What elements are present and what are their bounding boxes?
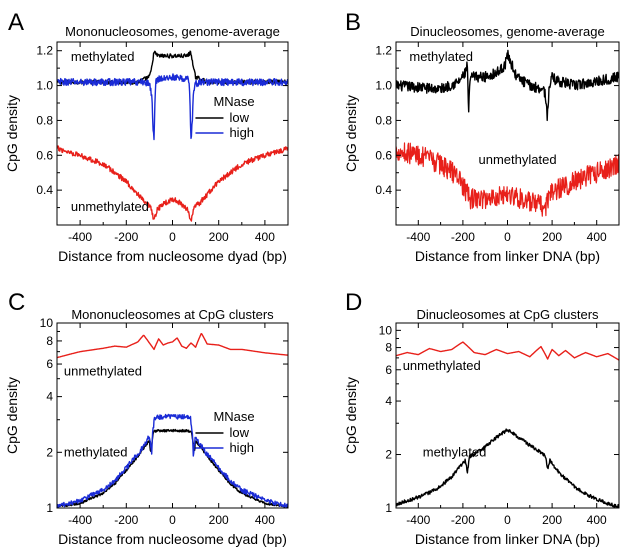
y-tick-label: 1.2 xyxy=(375,44,392,58)
y-tick-label: 6 xyxy=(46,357,53,371)
x-axis-label: Distance from nucleosome dyad (bp) xyxy=(58,248,287,264)
x-tick-label: -200 xyxy=(451,513,475,527)
y-tick-label: 4 xyxy=(46,390,53,404)
panel-c: C Mononucleosomes at CpG clusters -400 -200… xyxy=(4,289,289,547)
x-tick-label: 0 xyxy=(504,230,511,244)
series-line-1 xyxy=(57,333,288,359)
panel-letter: C xyxy=(8,289,25,316)
series-line-2 xyxy=(396,142,619,217)
y-tick-label: 0.8 xyxy=(36,113,53,127)
y-tick-label: 1.0 xyxy=(36,79,53,93)
x-tick-label: -200 xyxy=(114,513,138,527)
series-line-3 xyxy=(57,145,288,222)
y-tick-label: 0.6 xyxy=(375,148,392,162)
y-tick-label: 8 xyxy=(46,334,53,348)
series-line-1 xyxy=(396,49,619,122)
plot-frame xyxy=(395,322,620,509)
x-tick-label: 200 xyxy=(209,230,229,244)
x-tick-label: -200 xyxy=(451,230,475,244)
series-line-2 xyxy=(396,428,619,508)
panel-letter: B xyxy=(345,9,361,36)
legend-entry: high xyxy=(229,440,254,455)
panel-a: A Mononucleosomes, genome-average -400 -200… xyxy=(4,9,289,264)
series-line-2 xyxy=(57,73,288,141)
series-annotation: unmethylated xyxy=(71,199,149,214)
y-tick-label: 10 xyxy=(379,323,393,337)
series-annotation: unmethylated xyxy=(479,152,557,167)
panel-letter: D xyxy=(345,289,362,316)
panel-title: Dinucleosomes at CpG clusters xyxy=(416,307,599,322)
x-tick-label: 400 xyxy=(587,230,607,244)
x-tick-label: 400 xyxy=(587,513,607,527)
y-tick-label: 0.4 xyxy=(375,183,392,197)
series-annotation: unmethylated xyxy=(64,364,142,379)
legend-title: MNase xyxy=(213,409,254,424)
y-tick-label: 8 xyxy=(385,341,392,355)
x-tick-label: 0 xyxy=(169,513,176,527)
x-tick-label: -200 xyxy=(114,230,138,244)
x-tick-label: 200 xyxy=(542,513,562,527)
panel-d: D Dinucleosomes at CpG clusters -400 -200 0 2… xyxy=(343,289,620,547)
legend-title: MNase xyxy=(213,94,254,109)
x-axis-label: Distance from nucleosome dyad (bp) xyxy=(58,531,287,547)
panel-b: B Dinucleosomes, genome-average -400 -200 0 2… xyxy=(343,9,620,264)
series-annotation: methylated xyxy=(71,49,135,64)
x-axis-label: Distance from linker DNA (bp) xyxy=(415,248,600,264)
panel-letter: A xyxy=(8,9,24,36)
x-tick-label: -400 xyxy=(406,513,430,527)
y-tick-label: 0.6 xyxy=(36,148,53,162)
x-tick-label: -400 xyxy=(406,230,430,244)
y-axis-label: CpG density xyxy=(343,377,359,454)
legend-entry: low xyxy=(229,110,249,125)
y-axis-label: CpG density xyxy=(4,95,20,172)
x-tick-label: 0 xyxy=(169,230,176,244)
panel-title: Mononucleosomes, genome-average xyxy=(65,24,280,39)
y-tick-label: 0.8 xyxy=(375,113,392,127)
y-tick-label: 4 xyxy=(385,394,392,408)
y-tick-label: 2 xyxy=(385,448,392,462)
x-axis-label: Distance from linker DNA (bp) xyxy=(415,531,600,547)
series-annotation: methylated xyxy=(64,444,128,459)
x-tick-label: -400 xyxy=(68,513,92,527)
legend-entry: low xyxy=(229,425,249,440)
series-line-3 xyxy=(57,413,288,508)
x-tick-label: 400 xyxy=(255,230,275,244)
series-annotation: unmethylated xyxy=(403,358,481,373)
panel-title: Mononucleosomes at CpG clusters xyxy=(71,307,274,322)
series-line-1 xyxy=(396,341,619,361)
series-annotation: methylated xyxy=(423,444,487,459)
series-annotation: methylated xyxy=(409,49,473,64)
y-tick-label: 1 xyxy=(385,501,392,515)
x-tick-label: 200 xyxy=(542,230,562,244)
y-axis-label: CpG density xyxy=(4,377,20,454)
y-tick-label: 6 xyxy=(385,363,392,377)
legend-entry: high xyxy=(229,125,254,140)
y-tick-label: 1.2 xyxy=(36,44,53,58)
x-tick-label: 0 xyxy=(504,513,511,527)
x-tick-label: 400 xyxy=(255,513,275,527)
panel-title: Dinucleosomes, genome-average xyxy=(410,24,604,39)
x-tick-label: 200 xyxy=(209,513,229,527)
y-tick-label: 2 xyxy=(46,445,53,459)
y-tick-label: 0.4 xyxy=(36,183,53,197)
y-tick-label: 1 xyxy=(46,501,53,515)
x-tick-label: -400 xyxy=(68,230,92,244)
y-tick-label: 1.0 xyxy=(375,79,392,93)
y-tick-label: 10 xyxy=(40,316,54,330)
y-axis-label: CpG density xyxy=(343,95,359,172)
